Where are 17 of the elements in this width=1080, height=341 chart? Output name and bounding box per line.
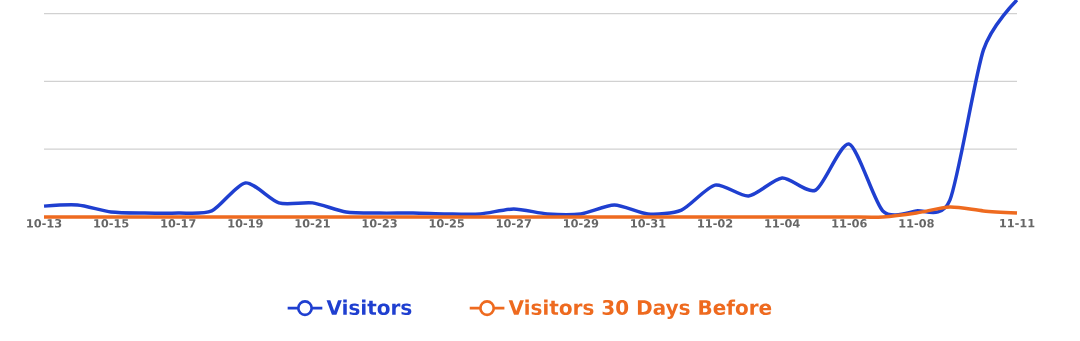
- x-tick-label: 10-19: [228, 219, 263, 228]
- x-tick-label: 10-25: [429, 219, 464, 228]
- x-tick-label: 10-29: [563, 219, 599, 228]
- legend-label: Visitors 30 Days Before: [508, 299, 772, 320]
- x-tick-label: 10-23: [362, 219, 397, 228]
- x-tick-label: 11-08: [899, 219, 934, 228]
- x-tick-label: 10-17: [161, 219, 196, 228]
- x-tick-label: 10-15: [94, 219, 129, 228]
- x-tick-label: 10-27: [496, 219, 531, 228]
- legend-label: Visitors: [326, 299, 412, 316]
- x-tick-label: 10-13: [27, 219, 62, 228]
- x-tick-label: 11-04: [765, 219, 800, 228]
- x-tick-label: 11-06: [832, 219, 867, 228]
- x-tick-label: 10-21: [295, 219, 330, 228]
- x-tick-label: 11-02: [698, 219, 733, 228]
- x-tick-label: 11-11: [1000, 219, 1035, 228]
- x-tick-label: 10-31: [631, 219, 666, 228]
